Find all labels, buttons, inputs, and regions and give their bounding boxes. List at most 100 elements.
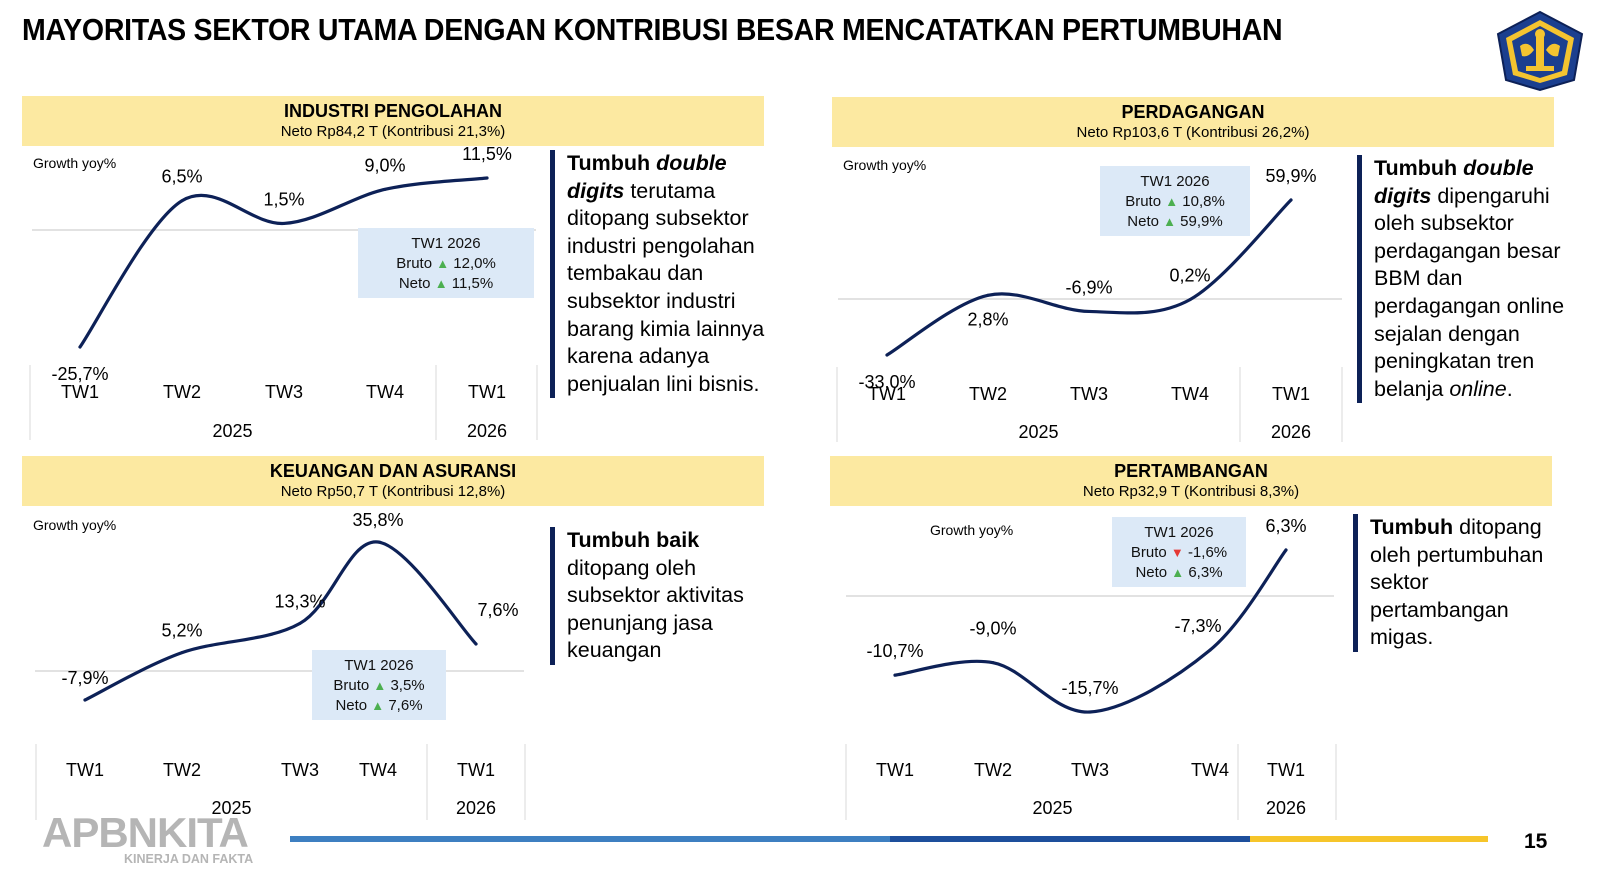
callout-neto-value: 11,5% [451, 275, 494, 292]
data-label: -9,0% [969, 619, 1016, 639]
y-axis-label: Growth yoy% [843, 157, 926, 173]
data-point [1284, 548, 1288, 552]
x-tick-label: TW2 [163, 382, 201, 402]
data-point [1087, 309, 1091, 313]
x-tick-label: TW4 [1171, 384, 1209, 404]
x-year-label: 2025 [212, 421, 252, 441]
note-end: . [1506, 376, 1513, 401]
data-point [893, 673, 897, 677]
callout-perdagangan: TW1 2026 Bruto ▲ 10,8% Neto ▲ 59,9% [1100, 166, 1250, 236]
data-label: 0,2% [1169, 266, 1210, 286]
data-point [485, 176, 489, 180]
data-point [376, 540, 380, 544]
data-label: -7,9% [61, 668, 108, 688]
callout-bruto-label: Bruto [396, 255, 433, 272]
brand-tagline: KINERJA DAN FAKTA [124, 852, 254, 866]
callout-bruto-label: Bruto [333, 677, 370, 694]
x-year-label: 2026 [456, 798, 496, 818]
note-bold: Tumbuh baik [567, 528, 700, 552]
x-tick-label: TW3 [1071, 760, 1109, 780]
ministry-emblem-icon [1496, 10, 1584, 92]
callout-bruto-value: 10,8% [1182, 193, 1225, 210]
x-year-label: 2026 [1266, 798, 1306, 818]
footer-color-bar [290, 836, 1488, 842]
x-year-label: 2026 [467, 421, 507, 441]
x-tick-label: TW1 [876, 760, 914, 780]
triangle-up-icon: ▲ [373, 678, 387, 693]
x-year-label: 2025 [1032, 798, 1072, 818]
y-axis-label: Growth yoy% [33, 155, 116, 171]
data-point [986, 293, 990, 297]
data-label: -7,3% [1174, 616, 1221, 636]
callout-neto-label: Neto [1135, 564, 1168, 581]
data-label: 1,5% [263, 189, 304, 209]
x-tick-label: TW2 [969, 384, 1007, 404]
triangle-down-icon: ▼ [1170, 545, 1184, 560]
data-label: 11,5% [462, 144, 512, 164]
triangle-up-icon: ▲ [436, 256, 450, 271]
data-point [1088, 710, 1092, 714]
panel-header-keuangan: KEUANGAN DAN ASURANSI Neto Rp50,7 T (Kon… [22, 456, 764, 506]
data-label: 6,5% [161, 167, 202, 187]
data-point [180, 199, 184, 203]
callout-pertambangan: TW1 2026 Bruto ▼ -1,6% Neto ▲ 6,3% [1112, 517, 1246, 587]
note-text: ditopang oleh subsektor aktivitas penunj… [567, 555, 744, 663]
note-keuangan: Tumbuh baik ditopang oleh subsektor akti… [550, 527, 767, 665]
data-label: 35,8% [352, 510, 403, 530]
note-perdagangan: Tumbuh double digits dipengaruhi oleh su… [1357, 155, 1574, 404]
x-year-label: 2025 [1018, 422, 1058, 442]
panel-subtitle: Neto Rp32,9 T (Kontribusi 8,3%) [1082, 483, 1300, 500]
callout-neto-label: Neto [335, 697, 368, 714]
panel-subtitle: Neto Rp103,6 T (Kontribusi 26,2%) [1076, 124, 1310, 141]
callout-bruto-value: -1,6% [1187, 544, 1228, 561]
data-point [991, 661, 995, 665]
x-tick-label: TW2 [163, 760, 201, 780]
brand-logo: APBNKITA KINERJA DAN FAKTA [42, 812, 254, 867]
triangle-up-icon: ▲ [371, 698, 385, 713]
series-line [78, 176, 489, 349]
y-axis-label: Growth yoy% [33, 517, 116, 533]
x-year-label: 2026 [1271, 422, 1311, 442]
callout-bruto-label: Bruto [1130, 544, 1167, 561]
data-label: 13,3% [274, 591, 325, 611]
note-italic-tail: online [1449, 376, 1507, 401]
callout-title: TW1 2026 [1140, 173, 1210, 190]
x-tick-label: TW4 [1191, 760, 1229, 780]
callout-neto-label: Neto [1127, 213, 1159, 230]
data-point [1289, 198, 1293, 202]
panel-title: INDUSTRI PENGOLAHAN [283, 101, 502, 121]
callout-neto-label: Neto [398, 275, 431, 292]
note-bold: Tumbuh [567, 151, 651, 175]
triangle-up-icon: ▲ [1171, 565, 1185, 580]
x-tick-label: TW2 [974, 760, 1012, 780]
data-point [1188, 298, 1192, 302]
note-pertambangan: Tumbuh ditopang oleh pertumbuhan sektor … [1353, 514, 1570, 652]
data-label: -6,9% [1065, 277, 1112, 297]
triangle-up-icon: ▲ [1165, 194, 1179, 209]
panel-subtitle: Neto Rp84,2 T (Kontribusi 21,3%) [280, 123, 506, 140]
data-label: -15,7% [1061, 678, 1118, 698]
panel-header-perdagangan: PERDAGANGAN Neto Rp103,6 T (Kontribusi 2… [832, 97, 1554, 147]
panel-header-industri: INDUSTRI PENGOLAHAN Neto Rp84,2 T (Kontr… [22, 96, 764, 146]
callout-bruto-label: Bruto [1125, 193, 1162, 210]
triangle-up-icon: ▲ [434, 276, 448, 291]
data-point [298, 621, 302, 625]
data-label: -10,7% [866, 641, 923, 661]
data-point [83, 698, 87, 702]
callout-bruto-value: 3,5% [390, 677, 425, 694]
callout-keuangan: TW1 2026 Bruto ▲ 3,5% Neto ▲ 7,6% [312, 650, 446, 720]
panel-title: PERTAMBANGAN [1114, 461, 1268, 481]
panel-title: KEUANGAN DAN ASURANSI [269, 461, 517, 481]
data-point [282, 221, 286, 225]
callout-neto-value: 59,9% [1180, 213, 1223, 230]
x-tick-label: TW1 [868, 384, 906, 404]
data-label: 9,0% [364, 155, 405, 175]
callout-neto-value: 6,3% [1188, 564, 1223, 581]
x-tick-label: TW1 [1272, 384, 1310, 404]
x-tick-label: TW1 [1267, 760, 1305, 780]
note-text: terutama ditopang subsektor industri pen… [567, 178, 765, 396]
panel-subtitle: Neto Rp50,7 T (Kontribusi 12,8%) [280, 483, 506, 500]
data-point [78, 345, 82, 349]
